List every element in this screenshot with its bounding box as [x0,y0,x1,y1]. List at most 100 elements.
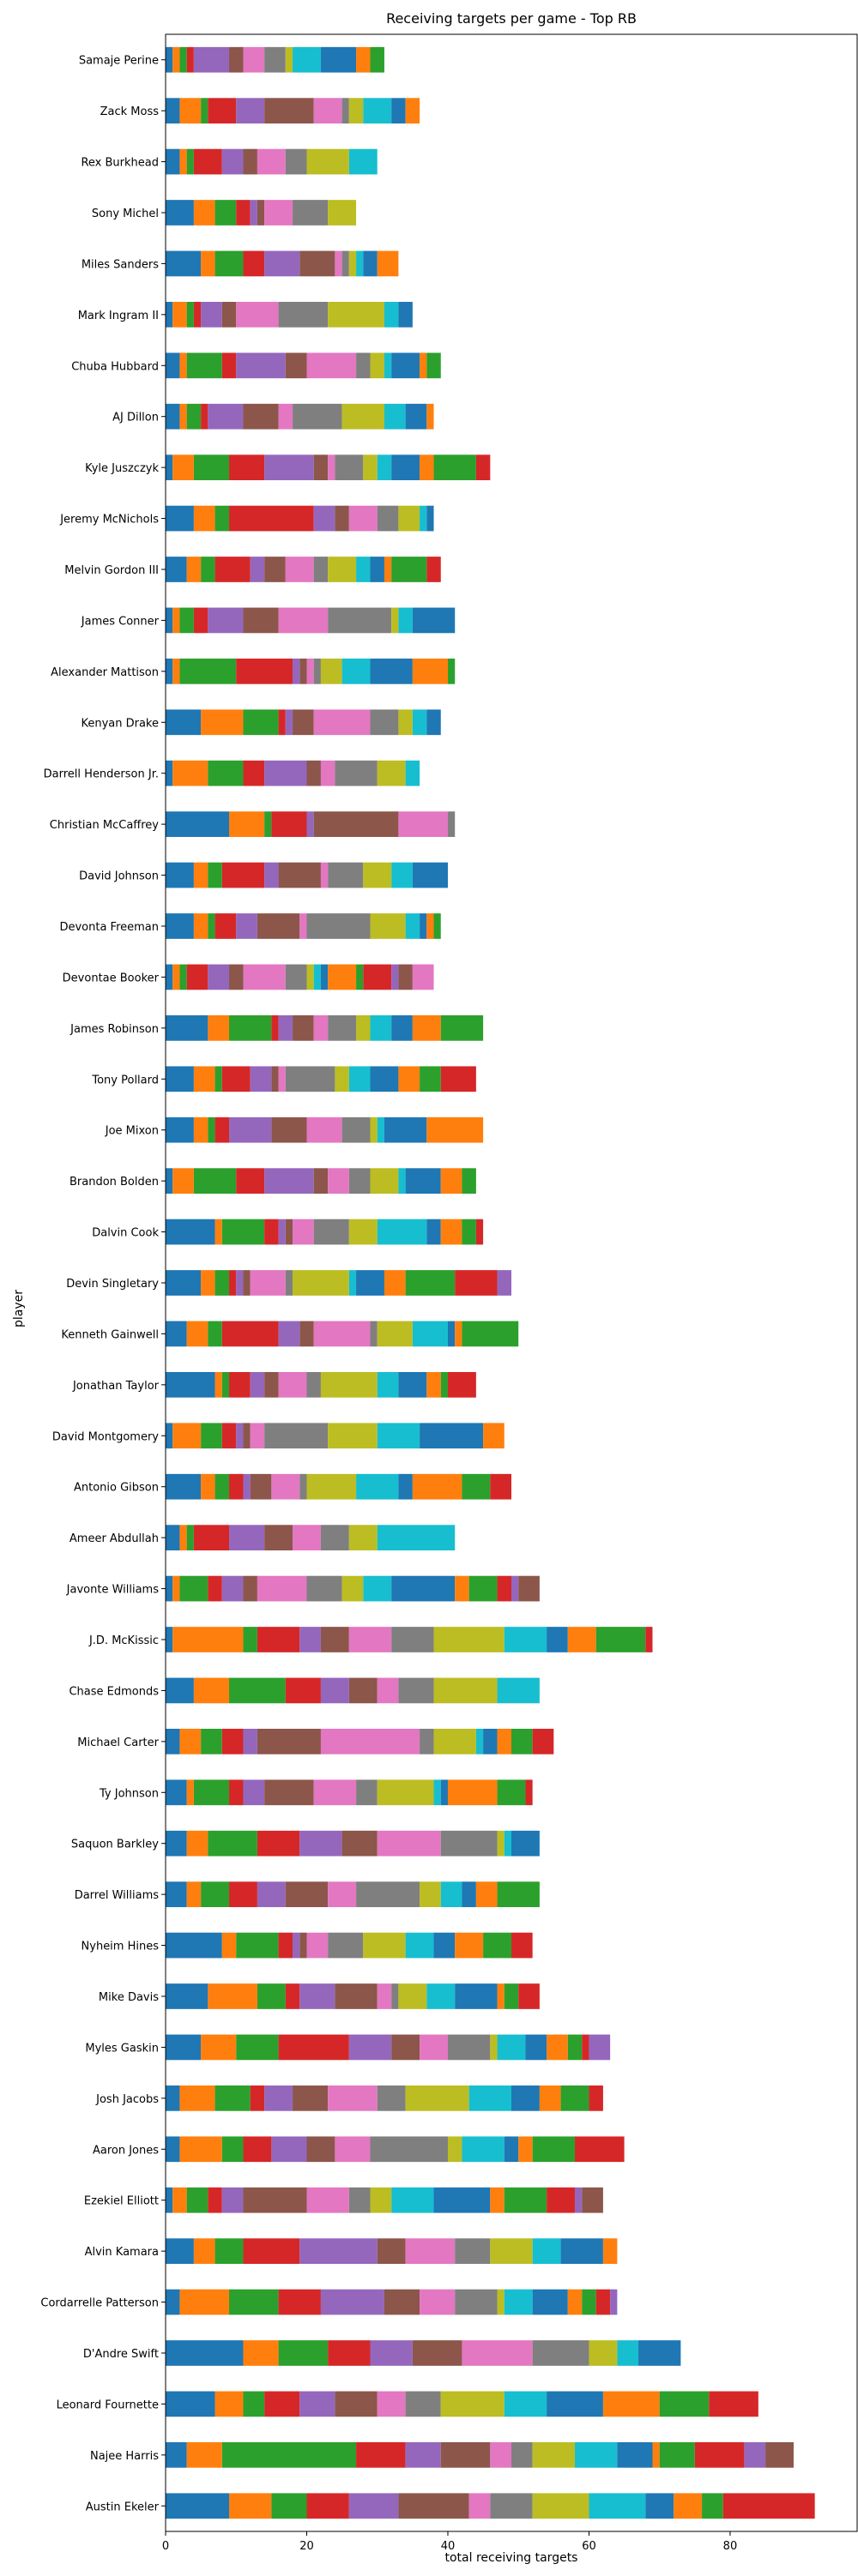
bar-segment [201,1881,230,1907]
bar-segment [221,1372,230,1398]
bar-segment [440,1219,462,1245]
bar-segment [257,1983,286,2009]
bar-segment [518,2136,533,2163]
bar-segment [525,1779,533,1806]
bar-segment [285,1677,321,1704]
bar-stack [166,1575,540,1602]
bar-segment [447,2034,491,2061]
bar-segment [348,1525,378,1550]
y-tick-label: Joe Mixon [105,1125,159,1138]
bar-segment [264,200,293,226]
bar-segment [560,2238,603,2264]
bar-segment [356,250,364,277]
bar-segment [497,1270,511,1296]
y-tick-label: Devin Singletary [66,1278,159,1291]
bar-segment [166,1321,187,1347]
bar-segment [567,2289,583,2315]
bar-segment [229,2289,279,2315]
bar-segment [328,454,335,480]
y-tick-label: Miles Sanders [82,258,159,271]
bar-segment [214,913,237,939]
bar-segment [363,1932,406,1959]
bar-segment [201,1270,215,1296]
bar-stack [166,760,420,786]
bar-segment [201,1473,215,1500]
bar-segment [250,1473,272,1500]
x-tick-label: 0 [162,2540,169,2553]
bar-segment [356,46,371,73]
bar-segment [264,811,272,837]
bar-segment [475,1881,498,1907]
bar-segment [243,709,279,736]
bar-segment [659,2391,710,2417]
bar-segment [306,352,357,379]
bar-segment [166,2085,180,2111]
bar-segment [166,148,180,175]
bar-segment [384,352,392,379]
bar-segment [420,913,427,939]
bar-segment [384,1116,427,1143]
bar-segment [306,2187,349,2213]
bar-segment [166,1627,173,1652]
bar-segment [243,2340,279,2366]
bar-segment [221,148,244,175]
bar-segment [172,1168,194,1194]
bar-segment [511,1729,533,1754]
bar-segment [440,1168,462,1194]
bar-segment [186,1881,202,1907]
bar-segment [440,1015,484,1041]
bar-segment [335,2391,378,2417]
y-tick-label: Melvin Gordon III [64,564,159,577]
bar-segment [426,1116,484,1143]
y-tick-label: Mike Davis [99,1991,159,2004]
bar-segment [293,1932,300,1959]
bar-segment [285,709,293,736]
bar-segment [547,2187,576,2213]
bar-segment [293,2085,329,2111]
bar-segment [547,2034,568,2061]
bar-segment [166,505,194,532]
bar-stack [166,1627,653,1652]
bar-segment [166,557,187,582]
bar-segment [313,557,329,582]
bar-segment [420,2034,448,2061]
bar-stack [166,148,378,175]
bar-stack [166,1168,476,1194]
bar-segment [208,2187,222,2213]
bar-segment [172,2187,187,2213]
bar-segment [589,2340,618,2366]
bar-segment [567,2034,583,2061]
bar-segment [547,1627,568,1652]
bar-stack [166,2034,611,2061]
bar-segment [186,1321,208,1347]
bar-segment [179,2085,215,2111]
bar-segment [293,1015,314,1041]
bar-segment [391,1983,399,2009]
bar-segment [455,2238,491,2264]
y-tick-label: Chuba Hubbard [71,360,159,373]
bar-segment [208,1983,257,2009]
bar-segment [166,2340,244,2366]
bar-segment [377,1372,399,1398]
bar-segment [328,1881,357,1907]
bar-segment [320,964,329,990]
bar-segment [166,1116,194,1143]
bar-segment [166,2187,173,2213]
bar-stack [166,607,456,634]
bar-segment [293,46,321,73]
bar-segment [483,1423,505,1449]
bar-segment [420,1729,434,1754]
bar-segment [264,760,307,786]
bar-segment [391,1575,456,1602]
bar-segment [348,1270,357,1296]
bar-stack [166,1729,554,1754]
bar-segment [229,1881,257,1907]
bar-segment [201,98,208,123]
y-tick-label: Javonte Williams [66,1584,160,1597]
y-tick-label: Nyheim Hines [82,1941,160,1953]
bar-segment [370,913,406,939]
bar-segment [306,811,314,837]
bar-segment [440,1881,462,1907]
y-tick-label: D'Andre Swift [83,2348,159,2361]
bar-segment [243,46,265,73]
